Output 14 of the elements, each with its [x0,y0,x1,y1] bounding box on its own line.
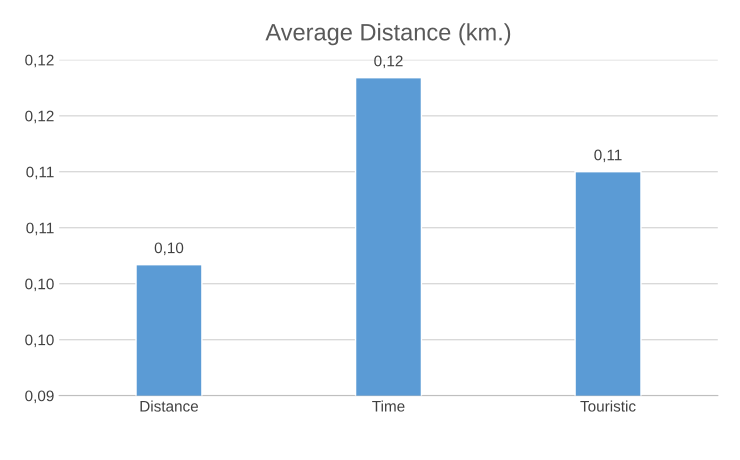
x-tick-label: Distance [140,400,198,412]
y-tick-label: 0,10 [25,334,54,348]
data-label: 0,11 [594,150,622,162]
data-label: 0,12 [374,56,403,68]
x-tick-label: Touristic [580,400,636,412]
y-tick-label: 0,12 [25,54,54,68]
x-tick-label: Time [372,400,405,412]
y-tick-label: 0,11 [26,166,54,180]
y-tick-label: 0,12 [25,110,54,124]
y-tick-label: 0,11 [26,222,54,236]
y-tick-label: 0,10 [25,278,54,292]
data-label: 0,10 [154,242,184,256]
chart-title: Average Distance (km.) [265,23,510,46]
y-tick-label: 0,09 [25,390,54,404]
